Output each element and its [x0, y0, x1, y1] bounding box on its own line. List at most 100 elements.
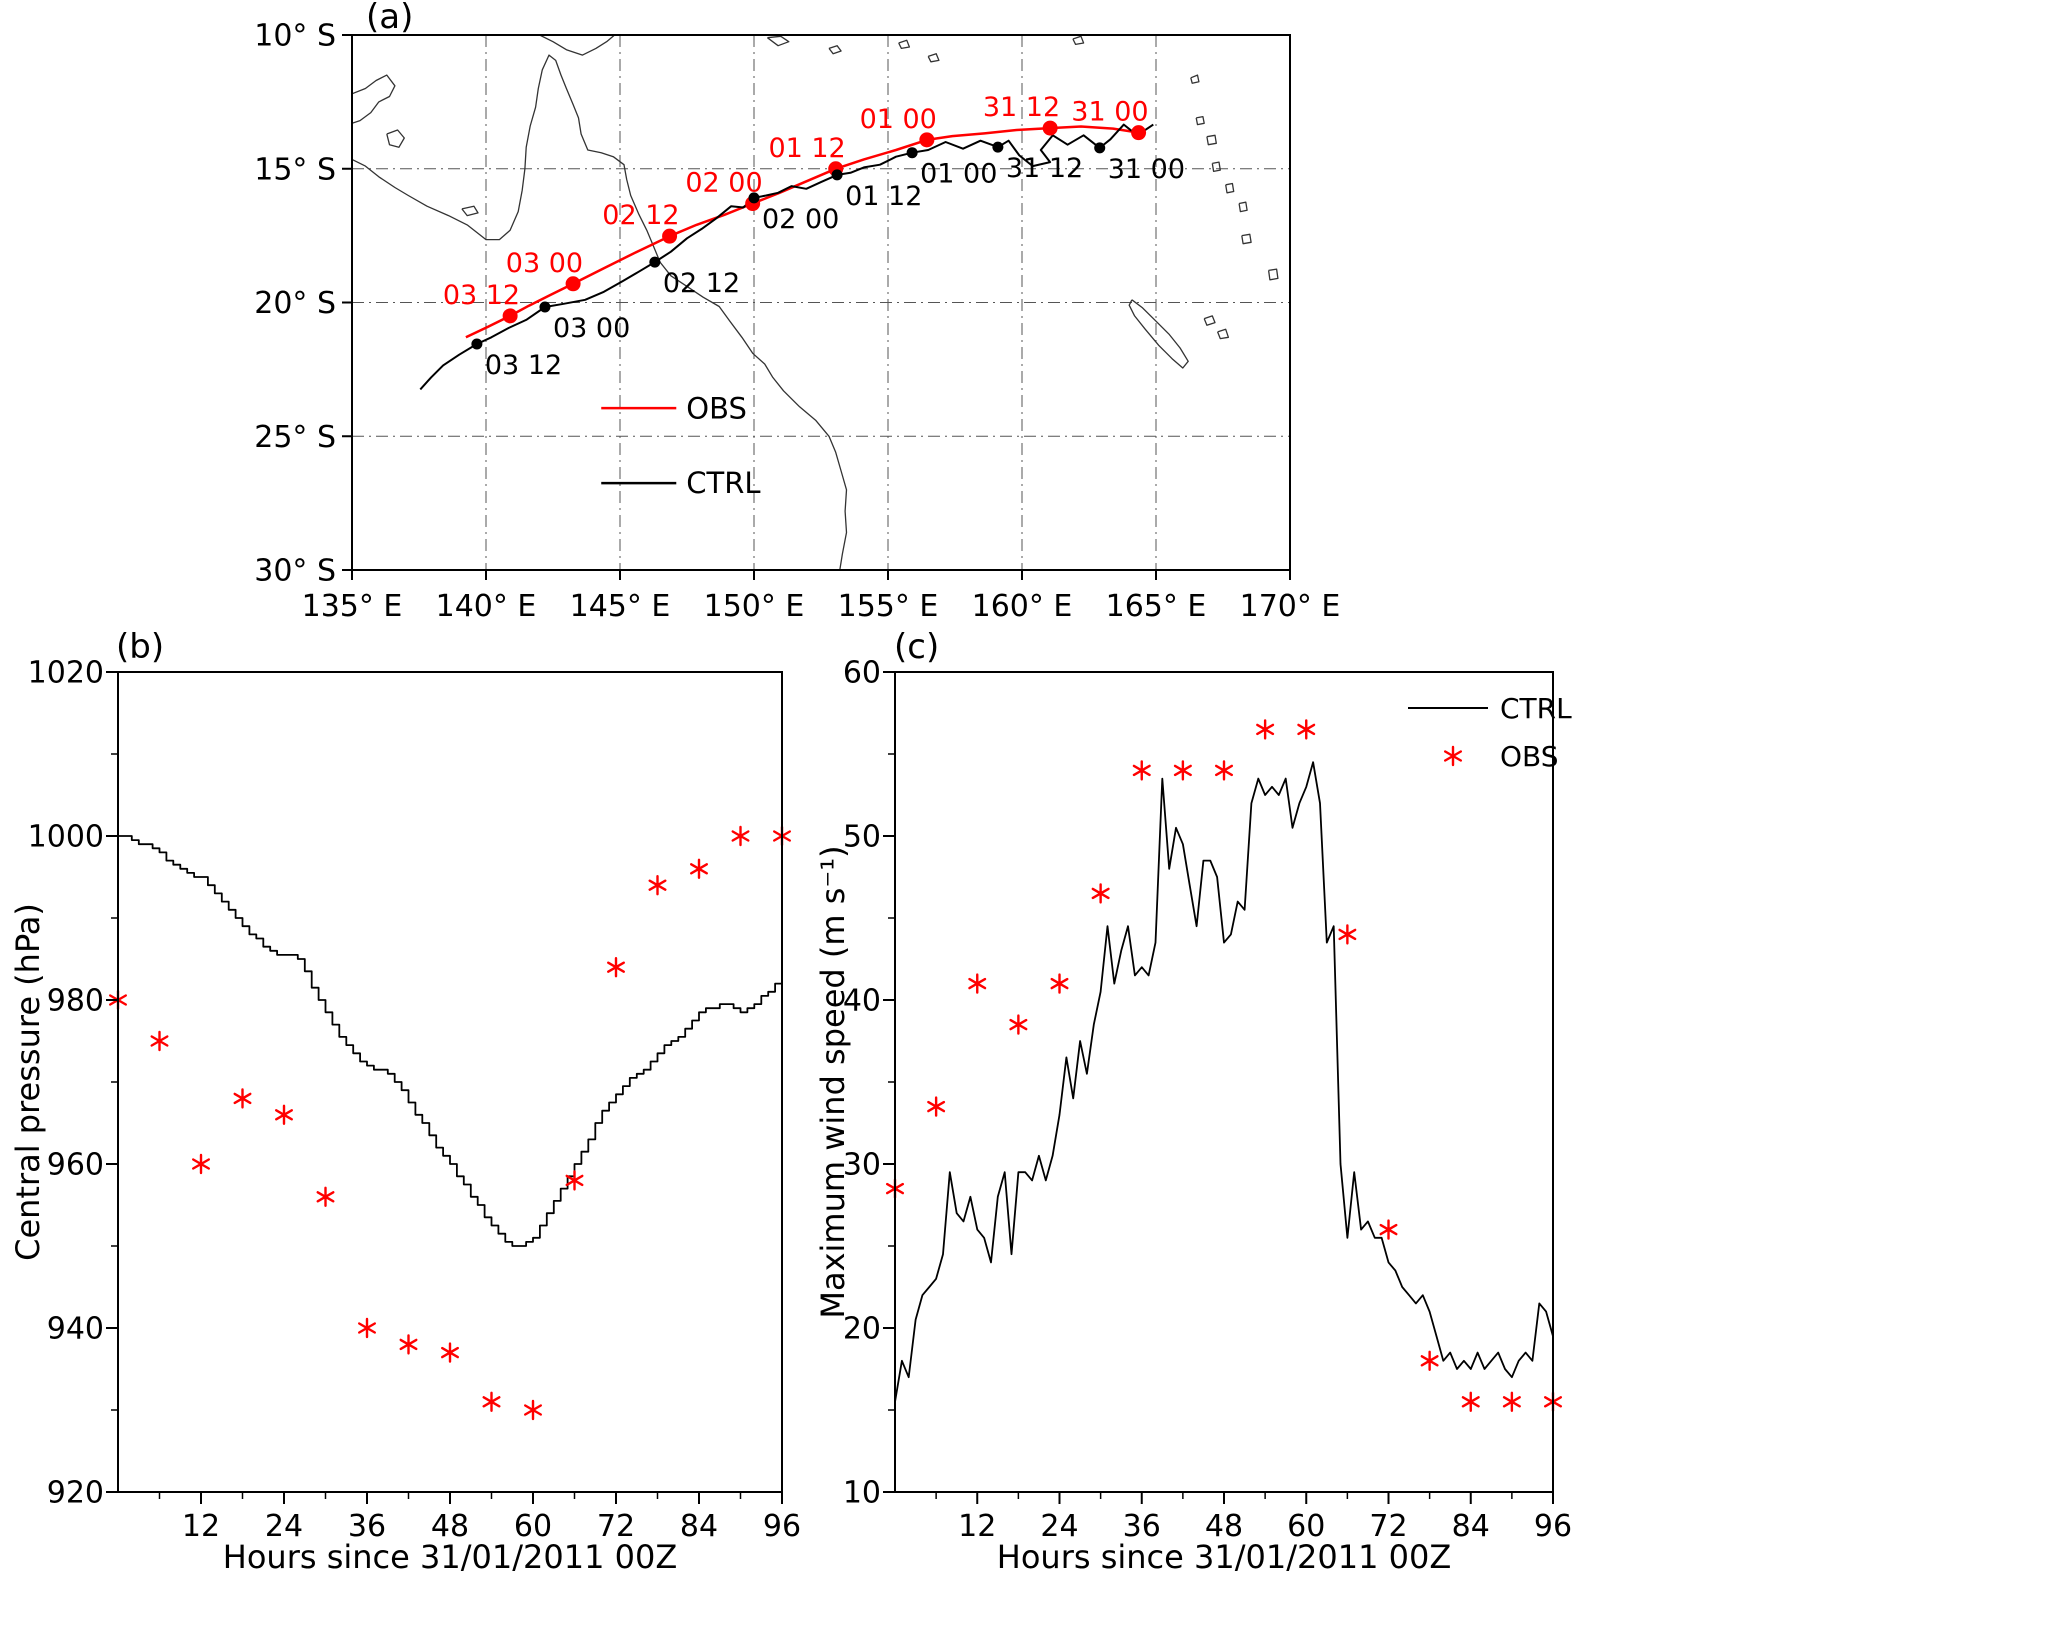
map-x-tick-label: 150° E: [704, 589, 805, 624]
pressure-y-tick-label: 1020: [28, 656, 104, 691]
pressure-y-tick-label: 1000: [28, 820, 104, 855]
coastline: [898, 39, 911, 50]
obs-track-point: [565, 276, 581, 292]
wind-obs-marker: [1091, 883, 1110, 904]
wind-obs-marker: [1256, 719, 1275, 740]
pressure-obs-marker: [441, 1342, 459, 1363]
pressure-frame: [117, 671, 783, 1493]
pressure-x-tick-label: 84: [680, 1509, 718, 1544]
map-y-tick-label: 20° S: [254, 286, 336, 321]
legend-asterisk-sample: [1444, 745, 1462, 767]
ctrl-time-label: 03 00: [553, 313, 630, 344]
wind-y-tick-label: 30: [843, 1148, 881, 1183]
wind-y-tick-label: 20: [843, 1312, 881, 1347]
coastline: [1267, 268, 1279, 281]
coastline: [828, 45, 842, 55]
wind-x-tick-label: 60: [1287, 1509, 1325, 1544]
legend-label: CTRL: [1500, 692, 1572, 725]
coastline: [1206, 134, 1217, 146]
obs-time-label: 02 12: [602, 200, 679, 231]
obs-time-label: 01 12: [768, 133, 845, 164]
map-y-tick-label: 30° S: [254, 554, 336, 589]
pressure-x-tick-label: 72: [597, 1509, 635, 1544]
map-x-tick-label: 145° E: [570, 589, 671, 624]
pressure-obs-marker: [316, 1186, 335, 1207]
wind-obs-marker: [1132, 760, 1151, 781]
coastline: [1203, 315, 1216, 326]
pressure-x-tick-label: 36: [348, 1509, 386, 1544]
ctrl-time-label: 31 00: [1108, 154, 1185, 185]
wind-obs-marker: [1338, 924, 1357, 945]
obs-track-point: [1131, 125, 1147, 141]
map-legend: OBS CTRL: [601, 391, 761, 500]
ctrl-track-line: [419, 123, 1154, 391]
wind-x-tick-label: 72: [1369, 1509, 1407, 1544]
ctrl-track-point: [649, 256, 661, 268]
pressure-obs-marker: [524, 1399, 542, 1421]
wind-x-axis-label: Hours since 31/01/2011 00Z: [996, 1538, 1452, 1576]
wind-obs-marker: [1502, 1391, 1521, 1412]
ctrl-track-point: [1094, 142, 1106, 154]
map-y-tick-label: 25° S: [254, 420, 336, 455]
pressure-obs-marker: [150, 1030, 169, 1052]
pressure-y-axis-label: Central pressure (hPa): [9, 903, 47, 1261]
obs-time-label: 03 00: [506, 248, 583, 279]
pressure-y-tick-label: 940: [47, 1312, 104, 1347]
pressure-obs-marker: [731, 825, 750, 847]
pressure-x-tick-label: 12: [182, 1509, 220, 1544]
coastline: [767, 35, 790, 47]
coastline: [927, 53, 940, 63]
ctrl-track-point: [906, 147, 918, 159]
obs-track-point: [502, 308, 518, 324]
ctrl-track-point: [748, 192, 760, 204]
wind-obs-marker: [1215, 760, 1233, 781]
panel-a-label: (a): [366, 0, 414, 37]
pressure-y-tick-label: 960: [47, 1148, 104, 1183]
map-x-tick-label: 140° E: [436, 589, 537, 624]
wind-panel: 12 24 36 48 60 72 84 96 10 20 30 40 50 60 CTRL OBS: [843, 656, 1572, 1545]
pressure-obs-marker: [192, 1153, 210, 1175]
map-x-tick-label: 170° E: [1240, 589, 1341, 624]
wind-y-tick-label: 60: [843, 656, 881, 691]
map-gridlines: [352, 35, 1290, 570]
map-y-tick-label: 15° S: [254, 152, 336, 187]
pressure-x-tick-label: 24: [265, 1509, 303, 1544]
obs-time-label: 02 00: [685, 168, 762, 199]
ctrl-time-label: 03 12: [485, 350, 562, 381]
pressure-y-tick-label: 980: [47, 984, 104, 1019]
coastline: [1238, 201, 1248, 213]
coastline: [1190, 74, 1200, 84]
map-x-tick-label: 155° E: [838, 589, 939, 624]
map-x-tick-label: 160° E: [972, 589, 1073, 624]
obs-track-point: [919, 132, 935, 148]
wind-y-axis-label: Maximum wind speed (m s⁻¹): [814, 845, 852, 1319]
pressure-obs-marker: [482, 1391, 501, 1412]
wind-obs-marker: [1420, 1350, 1439, 1371]
obs-track-point: [1042, 120, 1058, 136]
wind-obs-marker: [927, 1096, 946, 1117]
pressure-ctrl-line: [118, 835, 783, 1247]
coastline: [1195, 115, 1205, 126]
ctrl-track-point: [539, 301, 551, 313]
pressure-obs-markers: [109, 825, 791, 1421]
pressure-x-axis-label: Hours since 31/01/2011 00Z: [222, 1538, 678, 1576]
wind-legend: CTRL OBS: [1408, 692, 1572, 773]
coastline: [1216, 328, 1230, 340]
wind-y-tick-label: 10: [843, 1476, 881, 1511]
coastline: [1241, 233, 1252, 245]
obs-time-label: 01 00: [860, 104, 937, 135]
wind-frame: [894, 671, 1554, 1493]
obs-track-point: [662, 228, 678, 244]
pressure-obs-marker: [358, 1317, 376, 1339]
pressure-obs-marker: [690, 858, 708, 879]
panel-c-label: (c): [894, 627, 940, 667]
obs-time-label: 31 00: [1071, 97, 1148, 128]
ctrl-track-point: [992, 141, 1004, 153]
pressure-obs-marker: [648, 875, 667, 896]
coastline: [1211, 161, 1221, 173]
